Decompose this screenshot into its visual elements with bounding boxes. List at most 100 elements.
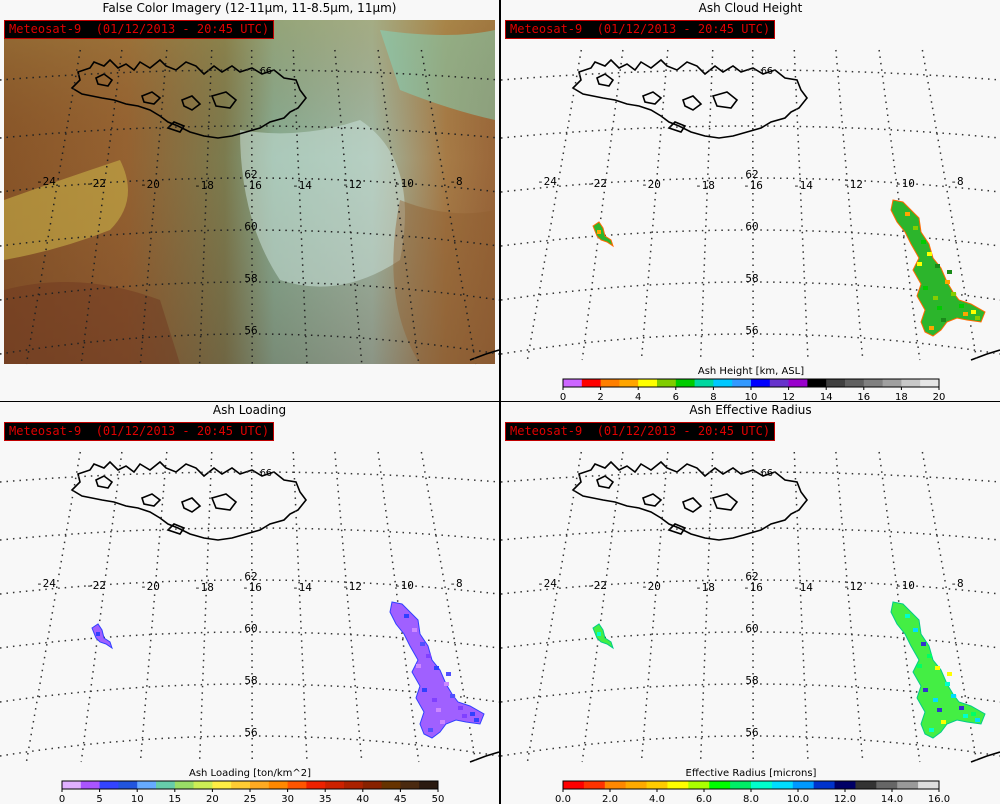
- colorbar-tick-label: 6.0: [696, 794, 712, 804]
- colorbar-swatch: [250, 781, 270, 789]
- colorbar-swatch: [583, 781, 606, 789]
- latitude-label: 62: [745, 570, 758, 583]
- latitude-label: 56: [745, 726, 758, 739]
- colorbar-tick-label: 25: [244, 794, 257, 804]
- colorbar-tick-label: 8.0: [743, 794, 759, 804]
- ash-pixel: [440, 720, 445, 724]
- colorbar-tick-label: 16.0: [928, 794, 950, 804]
- ash-pixel: [959, 304, 964, 308]
- ash-pixel: [927, 654, 932, 658]
- ash-radius-map: -24 -22 -20 -18 -16 -14 -12 -10 -8 62 60 58 56 66 0.0 2…: [501, 451, 1000, 804]
- parallel-line: [0, 527, 499, 541]
- meridian-line: [699, 49, 714, 361]
- meridian-line: [198, 49, 213, 365]
- colorbar-swatch: [99, 781, 119, 789]
- latitude-label: 56: [244, 324, 257, 337]
- colorbar-swatch: [769, 379, 790, 387]
- colorbar-tick-label: 12.0: [834, 794, 856, 804]
- colorbar-tick-label: 30: [281, 794, 294, 804]
- ash-cloud: [890, 199, 986, 337]
- iceland-coastline: [571, 460, 1000, 763]
- colorbar-swatch: [876, 781, 898, 789]
- colorbar-tick-label: 2: [597, 392, 603, 401]
- latitude-label: 56: [244, 726, 257, 739]
- longitude-label: -12: [342, 580, 362, 593]
- longitude-label: -24: [537, 577, 557, 590]
- colorbar-swatch: [344, 781, 364, 789]
- colorbar-swatch: [751, 379, 771, 387]
- colorbar-swatch: [855, 781, 877, 789]
- longitude-label: -10: [895, 579, 915, 592]
- longitude-label: -20: [140, 178, 160, 191]
- meridian-line: [751, 451, 754, 763]
- colorbar-swatch: [419, 781, 439, 789]
- meridian-line: [921, 451, 978, 763]
- colorbar-swatch: [709, 781, 731, 789]
- colorbar-swatch: [788, 379, 808, 387]
- colorbar-swatch: [600, 379, 620, 387]
- colorbar-tick-label: 10: [131, 794, 144, 804]
- parallel-line: [0, 735, 499, 757]
- parallel-line: [0, 471, 499, 483]
- ash-pixel: [96, 632, 100, 636]
- longitude-label: -16: [242, 581, 262, 594]
- meridian-line: [292, 49, 308, 365]
- latitude-label: 66: [260, 468, 272, 479]
- longitude-label: -24: [36, 577, 56, 590]
- longitude-label: -18: [695, 179, 715, 192]
- colorbar-swatch: [287, 781, 307, 789]
- ash-cloud-small: [592, 623, 614, 650]
- longitude-label: -16: [743, 581, 763, 594]
- longitude-label: -20: [140, 580, 160, 593]
- colorbar-tick-label: 10.0: [787, 794, 809, 804]
- ash-pixel: [929, 326, 934, 330]
- latitude-label: 66: [761, 66, 773, 77]
- longitude-label: -14: [292, 179, 312, 192]
- colorbar-swatch: [156, 781, 176, 789]
- ash-pixel: [941, 720, 946, 724]
- ash-cloud-small: [592, 221, 614, 248]
- colorbar-swatch: [807, 379, 827, 387]
- iceland-coastline: [70, 58, 499, 361]
- colorbar-swatch: [732, 379, 752, 387]
- longitude-label: -12: [342, 178, 362, 191]
- colorbar-title: Ash Loading [ton/km^2]: [188, 768, 312, 779]
- ash-pixel: [947, 270, 952, 274]
- parallel-line: [501, 527, 1000, 541]
- colorbar-swatch: [118, 781, 138, 789]
- colorbar-tick-label: 5: [96, 794, 102, 804]
- longitude-label: -8: [950, 577, 963, 590]
- colorbar-swatch: [231, 781, 251, 789]
- latitude-label: 60: [745, 622, 758, 635]
- colorbar-swatch: [268, 781, 289, 789]
- meridian-line: [420, 49, 477, 365]
- colorbar-tick-label: 12: [782, 392, 795, 401]
- meridian-line: [334, 49, 363, 365]
- longitude-label: -14: [292, 581, 312, 594]
- ash-pixel: [963, 312, 968, 316]
- horizontal-divider: [0, 401, 1000, 402]
- longitude-label: -24: [36, 175, 56, 188]
- ash-pixel: [929, 728, 934, 732]
- ash-pixel: [937, 306, 942, 310]
- colorbar-swatch: [751, 781, 773, 789]
- colorbar-tick-label: 35: [319, 794, 332, 804]
- ash-pixel: [917, 262, 922, 266]
- ash-pixel: [935, 666, 940, 670]
- timestamp-badge: Meteosat-9 (01/12/2013 - 20:45 UTC): [505, 422, 776, 441]
- colorbar-swatch: [897, 781, 919, 789]
- timestamp-badge: Meteosat-9 (01/12/2013 - 20:45 UTC): [505, 20, 776, 39]
- meridian-line: [581, 49, 624, 361]
- ash-pixel: [470, 712, 475, 716]
- graticule: [0, 49, 499, 365]
- colorbar-swatch: [625, 781, 648, 789]
- ash-radius-panel: Ash Effective Radius -24 -22 -20 -18 -16 -14-…: [501, 402, 1000, 804]
- colorbar-swatch: [604, 781, 627, 789]
- ash-loading-panel: Ash Loading -24 -22 -20 -18 -16 -14 -12 -10 -8 62…: [0, 402, 499, 804]
- ash-pixel: [923, 688, 928, 692]
- ash-pixel: [436, 708, 441, 712]
- latitude-label: 60: [745, 220, 758, 233]
- ash-pixel: [426, 654, 431, 658]
- colorbar-title: Ash Height [km, ASL]: [697, 366, 805, 377]
- meridian-line: [80, 49, 123, 365]
